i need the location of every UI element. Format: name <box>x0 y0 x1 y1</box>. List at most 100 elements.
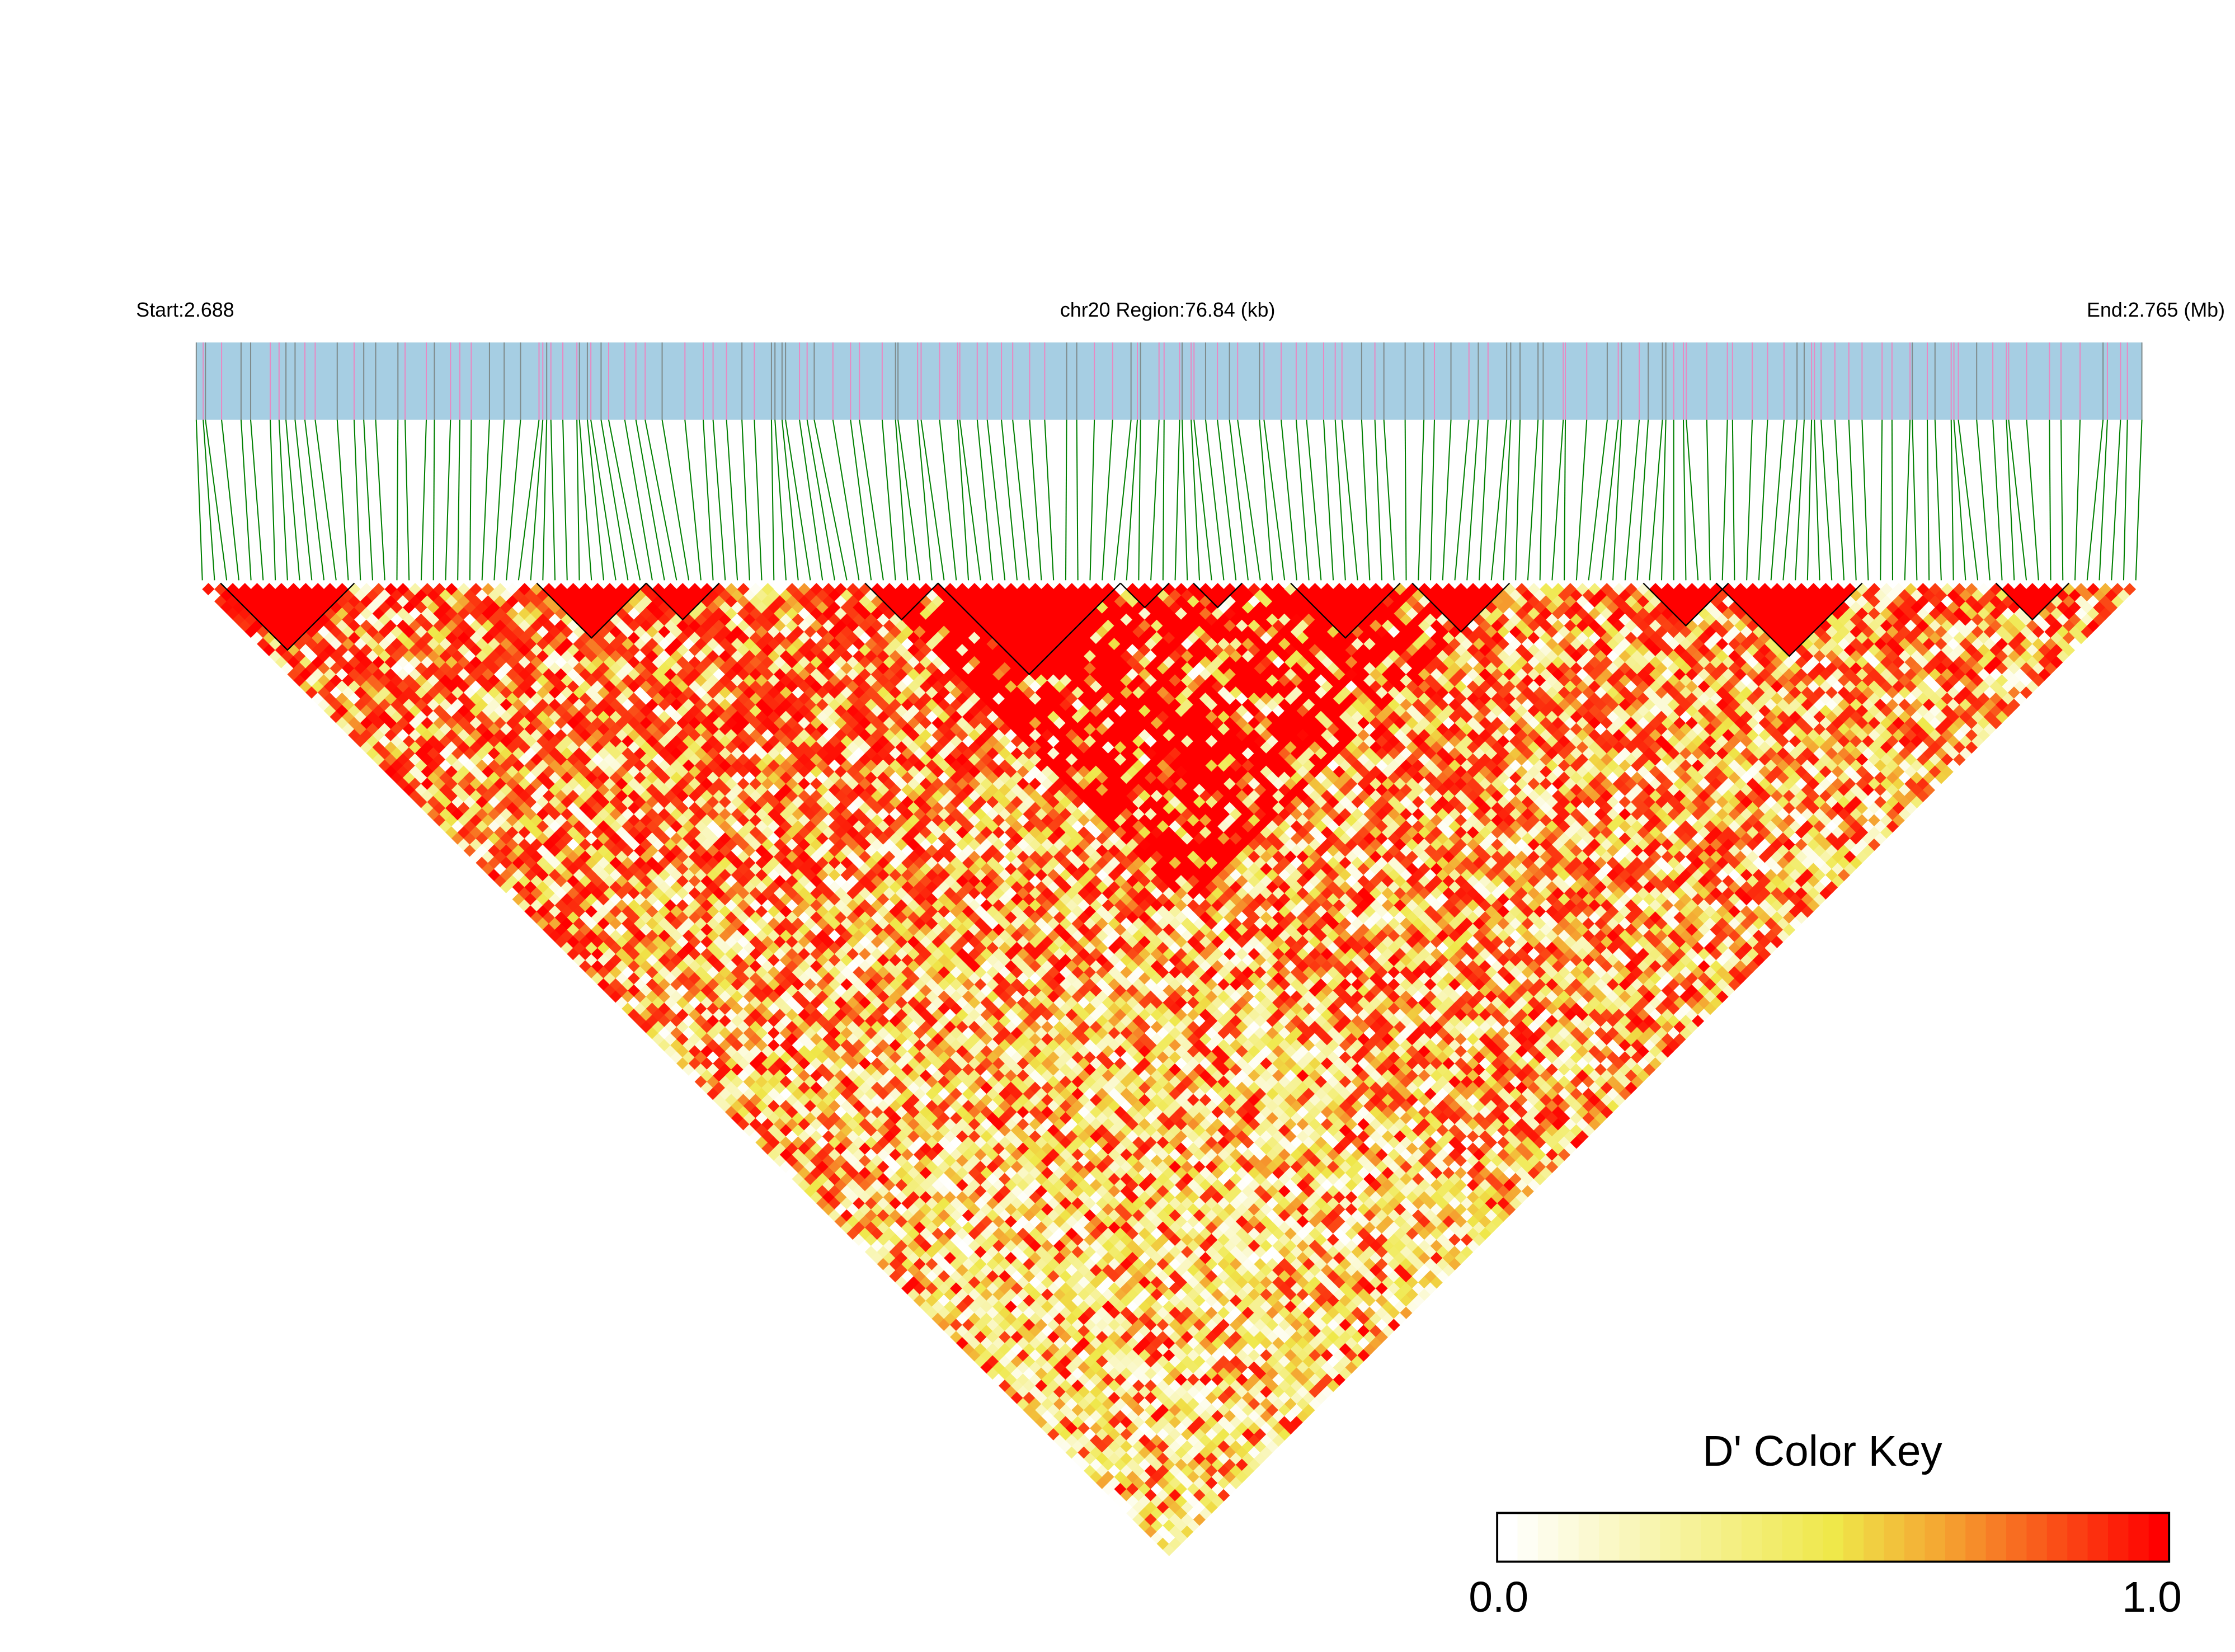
ld-cell <box>542 899 556 912</box>
snp-link <box>726 420 738 581</box>
ld-cell <box>810 1190 823 1204</box>
ld-cell <box>615 959 628 973</box>
snp-link <box>1383 420 1395 581</box>
snp-link <box>741 420 750 581</box>
snp-link <box>2123 420 2128 581</box>
snp-link <box>1113 420 1132 581</box>
snp-link <box>562 420 568 581</box>
ld-cell <box>676 1020 689 1034</box>
snp-link <box>2060 420 2064 581</box>
snp-link <box>2086 420 2104 581</box>
snp-link <box>1503 420 1512 581</box>
ld-cell <box>482 850 495 863</box>
snp-link <box>353 420 361 581</box>
ld-cell <box>330 698 343 712</box>
snp-link <box>1361 420 1371 581</box>
ld-cell <box>591 972 604 985</box>
ld-cell <box>469 850 483 863</box>
ld-cell <box>378 723 391 736</box>
snp-link <box>1102 420 1113 581</box>
snp-link <box>363 420 374 581</box>
ld-cell <box>366 747 379 760</box>
ld-cell <box>615 972 628 985</box>
snp-link <box>1089 420 1095 581</box>
snp-link <box>2074 420 2081 581</box>
snp-link <box>850 420 872 581</box>
snp-link <box>432 420 435 581</box>
ld-cell <box>299 668 312 681</box>
ld-cell <box>1004 1349 1018 1362</box>
ld-cell <box>257 625 270 638</box>
snp-link <box>375 420 385 581</box>
snp-link <box>712 420 726 581</box>
snp-link <box>881 420 896 581</box>
snp-link <box>1065 420 1067 581</box>
end-label: End:2.765 (Mb) <box>2087 299 2225 321</box>
snp-link <box>590 420 617 581</box>
ld-cell <box>542 923 556 936</box>
ld-cell <box>743 1112 756 1125</box>
snp-link <box>1564 420 1566 581</box>
ld-cell <box>731 1075 744 1088</box>
snp-link <box>624 420 653 581</box>
ld-cell <box>1163 1519 1175 1532</box>
snp-link <box>1934 420 1942 581</box>
ld-cell <box>354 698 367 712</box>
ld-cell <box>469 814 483 827</box>
snp-link <box>635 420 665 581</box>
ld-cell <box>257 613 270 626</box>
ld-cell <box>579 959 592 973</box>
snp-link <box>542 420 548 581</box>
snp-link <box>1926 420 1930 581</box>
snp-link <box>294 420 313 581</box>
snp-link <box>1891 420 1893 581</box>
snp-link <box>1770 420 1785 581</box>
snp-link <box>939 420 957 581</box>
ld-cell <box>1023 1391 1036 1404</box>
gene-marks <box>195 342 2143 420</box>
ld-cell <box>853 1197 865 1210</box>
snp-link <box>270 420 276 581</box>
ld-cell <box>402 759 416 772</box>
snp-link <box>1229 420 1249 581</box>
snp-link <box>576 420 580 581</box>
ld-cell <box>1138 1519 1151 1532</box>
ld-cell <box>707 1075 719 1088</box>
ld-cells <box>202 583 2137 1556</box>
snp-link <box>1193 420 1212 581</box>
snp-link <box>1182 420 1188 581</box>
gene-bar <box>196 342 2142 420</box>
snp-link <box>1600 420 1619 581</box>
snp-link <box>1575 420 1588 581</box>
ld-cell <box>493 850 507 863</box>
snp-link <box>240 420 252 581</box>
snp-link <box>920 420 945 581</box>
snp-link <box>1814 420 1820 581</box>
snp-link <box>1334 420 1346 581</box>
ld-cell <box>348 728 361 742</box>
ld-cell <box>1004 1373 1018 1386</box>
ld-cell <box>846 1190 859 1204</box>
snp-link <box>1912 420 1918 581</box>
snp-link <box>1323 420 1334 581</box>
ld-cell <box>506 850 519 863</box>
ld-cell <box>719 1075 732 1088</box>
snp-link <box>986 420 1006 581</box>
snp-link <box>859 420 884 581</box>
ld-cell <box>1132 1489 1145 1502</box>
snp-link <box>1306 420 1322 581</box>
ld-cell <box>567 923 580 936</box>
snp-link <box>1001 420 1018 581</box>
ld-cell <box>1023 1404 1036 1416</box>
snp-link <box>1976 420 1991 581</box>
snp-link <box>404 420 410 581</box>
snp-link <box>1263 420 1286 581</box>
snp-link <box>600 420 629 581</box>
snp-link <box>420 420 427 581</box>
snp-link <box>917 420 933 581</box>
snp-link <box>1660 420 1667 581</box>
ld-cell <box>518 862 531 876</box>
snp-link <box>1721 420 1728 581</box>
snp-link <box>304 420 325 581</box>
